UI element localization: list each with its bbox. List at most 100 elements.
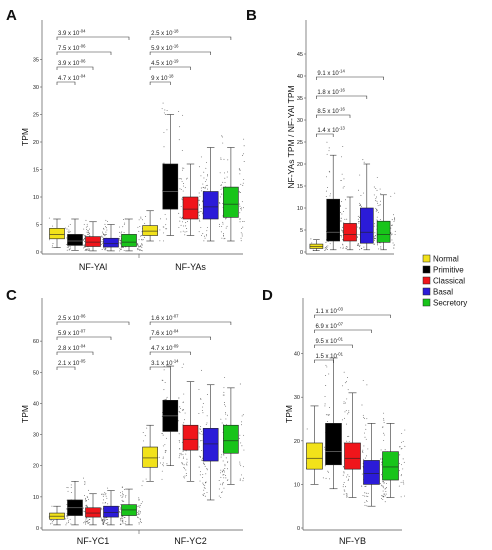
data-point <box>121 231 123 233</box>
data-point <box>225 457 227 459</box>
data-point <box>84 246 86 248</box>
data-point <box>67 516 69 517</box>
data-point <box>326 247 328 248</box>
data-point <box>238 203 240 205</box>
data-point <box>242 154 243 156</box>
data-point <box>364 485 366 487</box>
data-point <box>224 463 226 465</box>
data-point <box>162 102 164 104</box>
data-point <box>161 470 163 472</box>
data-point <box>118 506 120 508</box>
pvalue-bracket <box>56 81 76 85</box>
data-point <box>184 231 186 233</box>
data-point <box>227 461 229 463</box>
data-point <box>89 248 90 250</box>
data-point <box>104 492 106 494</box>
data-point <box>361 205 362 207</box>
data-point <box>123 219 125 220</box>
pvalue-label: 5.9 x 10-16 <box>151 44 179 53</box>
data-point <box>105 234 107 235</box>
data-point <box>383 482 385 484</box>
legend-swatch-classical <box>422 276 431 285</box>
pvalue-bracket <box>149 81 171 85</box>
data-point <box>218 495 220 497</box>
data-point <box>364 417 366 419</box>
data-point <box>107 518 109 520</box>
data-point <box>221 491 223 493</box>
data-point <box>341 201 342 203</box>
data-point <box>53 520 55 522</box>
data-point <box>225 413 227 415</box>
data-point <box>203 489 205 491</box>
data-point <box>385 487 387 489</box>
data-point <box>223 477 225 479</box>
data-point <box>203 240 205 242</box>
data-point <box>242 480 244 482</box>
data-point <box>202 473 204 475</box>
data-point <box>390 195 392 197</box>
data-point <box>404 445 406 447</box>
legend-swatch-normal <box>422 254 431 263</box>
data-point <box>379 458 381 460</box>
data-point <box>329 243 331 245</box>
data-point <box>222 482 224 483</box>
data-point <box>66 237 68 239</box>
data-point <box>107 487 109 489</box>
data-point <box>325 477 327 479</box>
data-point <box>224 182 226 183</box>
pvalue-label: 7.5 x 10-06 <box>58 44 86 53</box>
data-point <box>105 493 107 495</box>
data-point <box>227 159 229 161</box>
data-point <box>344 411 346 413</box>
data-point <box>393 247 395 249</box>
data-point <box>102 236 104 238</box>
data-point <box>346 440 348 442</box>
data-point <box>140 217 142 219</box>
data-point <box>106 519 108 520</box>
data-point <box>186 458 188 460</box>
data-point <box>361 404 363 406</box>
data-point <box>200 210 202 212</box>
data-point <box>239 461 241 463</box>
data-point <box>200 175 202 177</box>
data-point <box>241 445 243 447</box>
data-point <box>89 234 91 236</box>
data-point <box>198 231 200 233</box>
data-point <box>239 383 241 385</box>
data-point <box>364 501 366 503</box>
pvalue-bracket <box>56 321 130 325</box>
box-secretory <box>223 424 239 454</box>
data-point <box>327 471 329 473</box>
data-point <box>138 246 140 248</box>
data-point <box>138 499 140 501</box>
data-point <box>343 489 345 491</box>
y-tick-label: 30 <box>294 395 300 401</box>
data-point <box>200 456 202 457</box>
data-point <box>394 218 396 220</box>
data-point <box>140 235 141 237</box>
data-point <box>357 215 359 217</box>
data-point <box>225 475 227 476</box>
data-point <box>163 162 165 164</box>
data-point <box>348 478 350 480</box>
y-tick-label: 10 <box>33 495 39 501</box>
data-point <box>105 219 107 221</box>
y-tick-label: 25 <box>33 113 39 119</box>
pvalue-bracket <box>56 66 94 70</box>
data-point <box>200 226 202 228</box>
data-point <box>86 520 87 522</box>
y-tick-label: 20 <box>294 439 300 445</box>
data-point <box>222 483 224 484</box>
data-point <box>239 478 241 480</box>
data-point <box>226 225 228 227</box>
data-point <box>84 241 85 243</box>
data-point <box>243 178 245 180</box>
data-point <box>340 212 341 214</box>
data-point <box>106 229 108 231</box>
data-point <box>182 401 184 403</box>
data-point <box>104 223 106 225</box>
data-point <box>240 183 242 185</box>
y-tick-label: 40 <box>33 401 39 407</box>
legend-label-classical: Classical <box>433 277 465 286</box>
data-point <box>344 382 346 384</box>
